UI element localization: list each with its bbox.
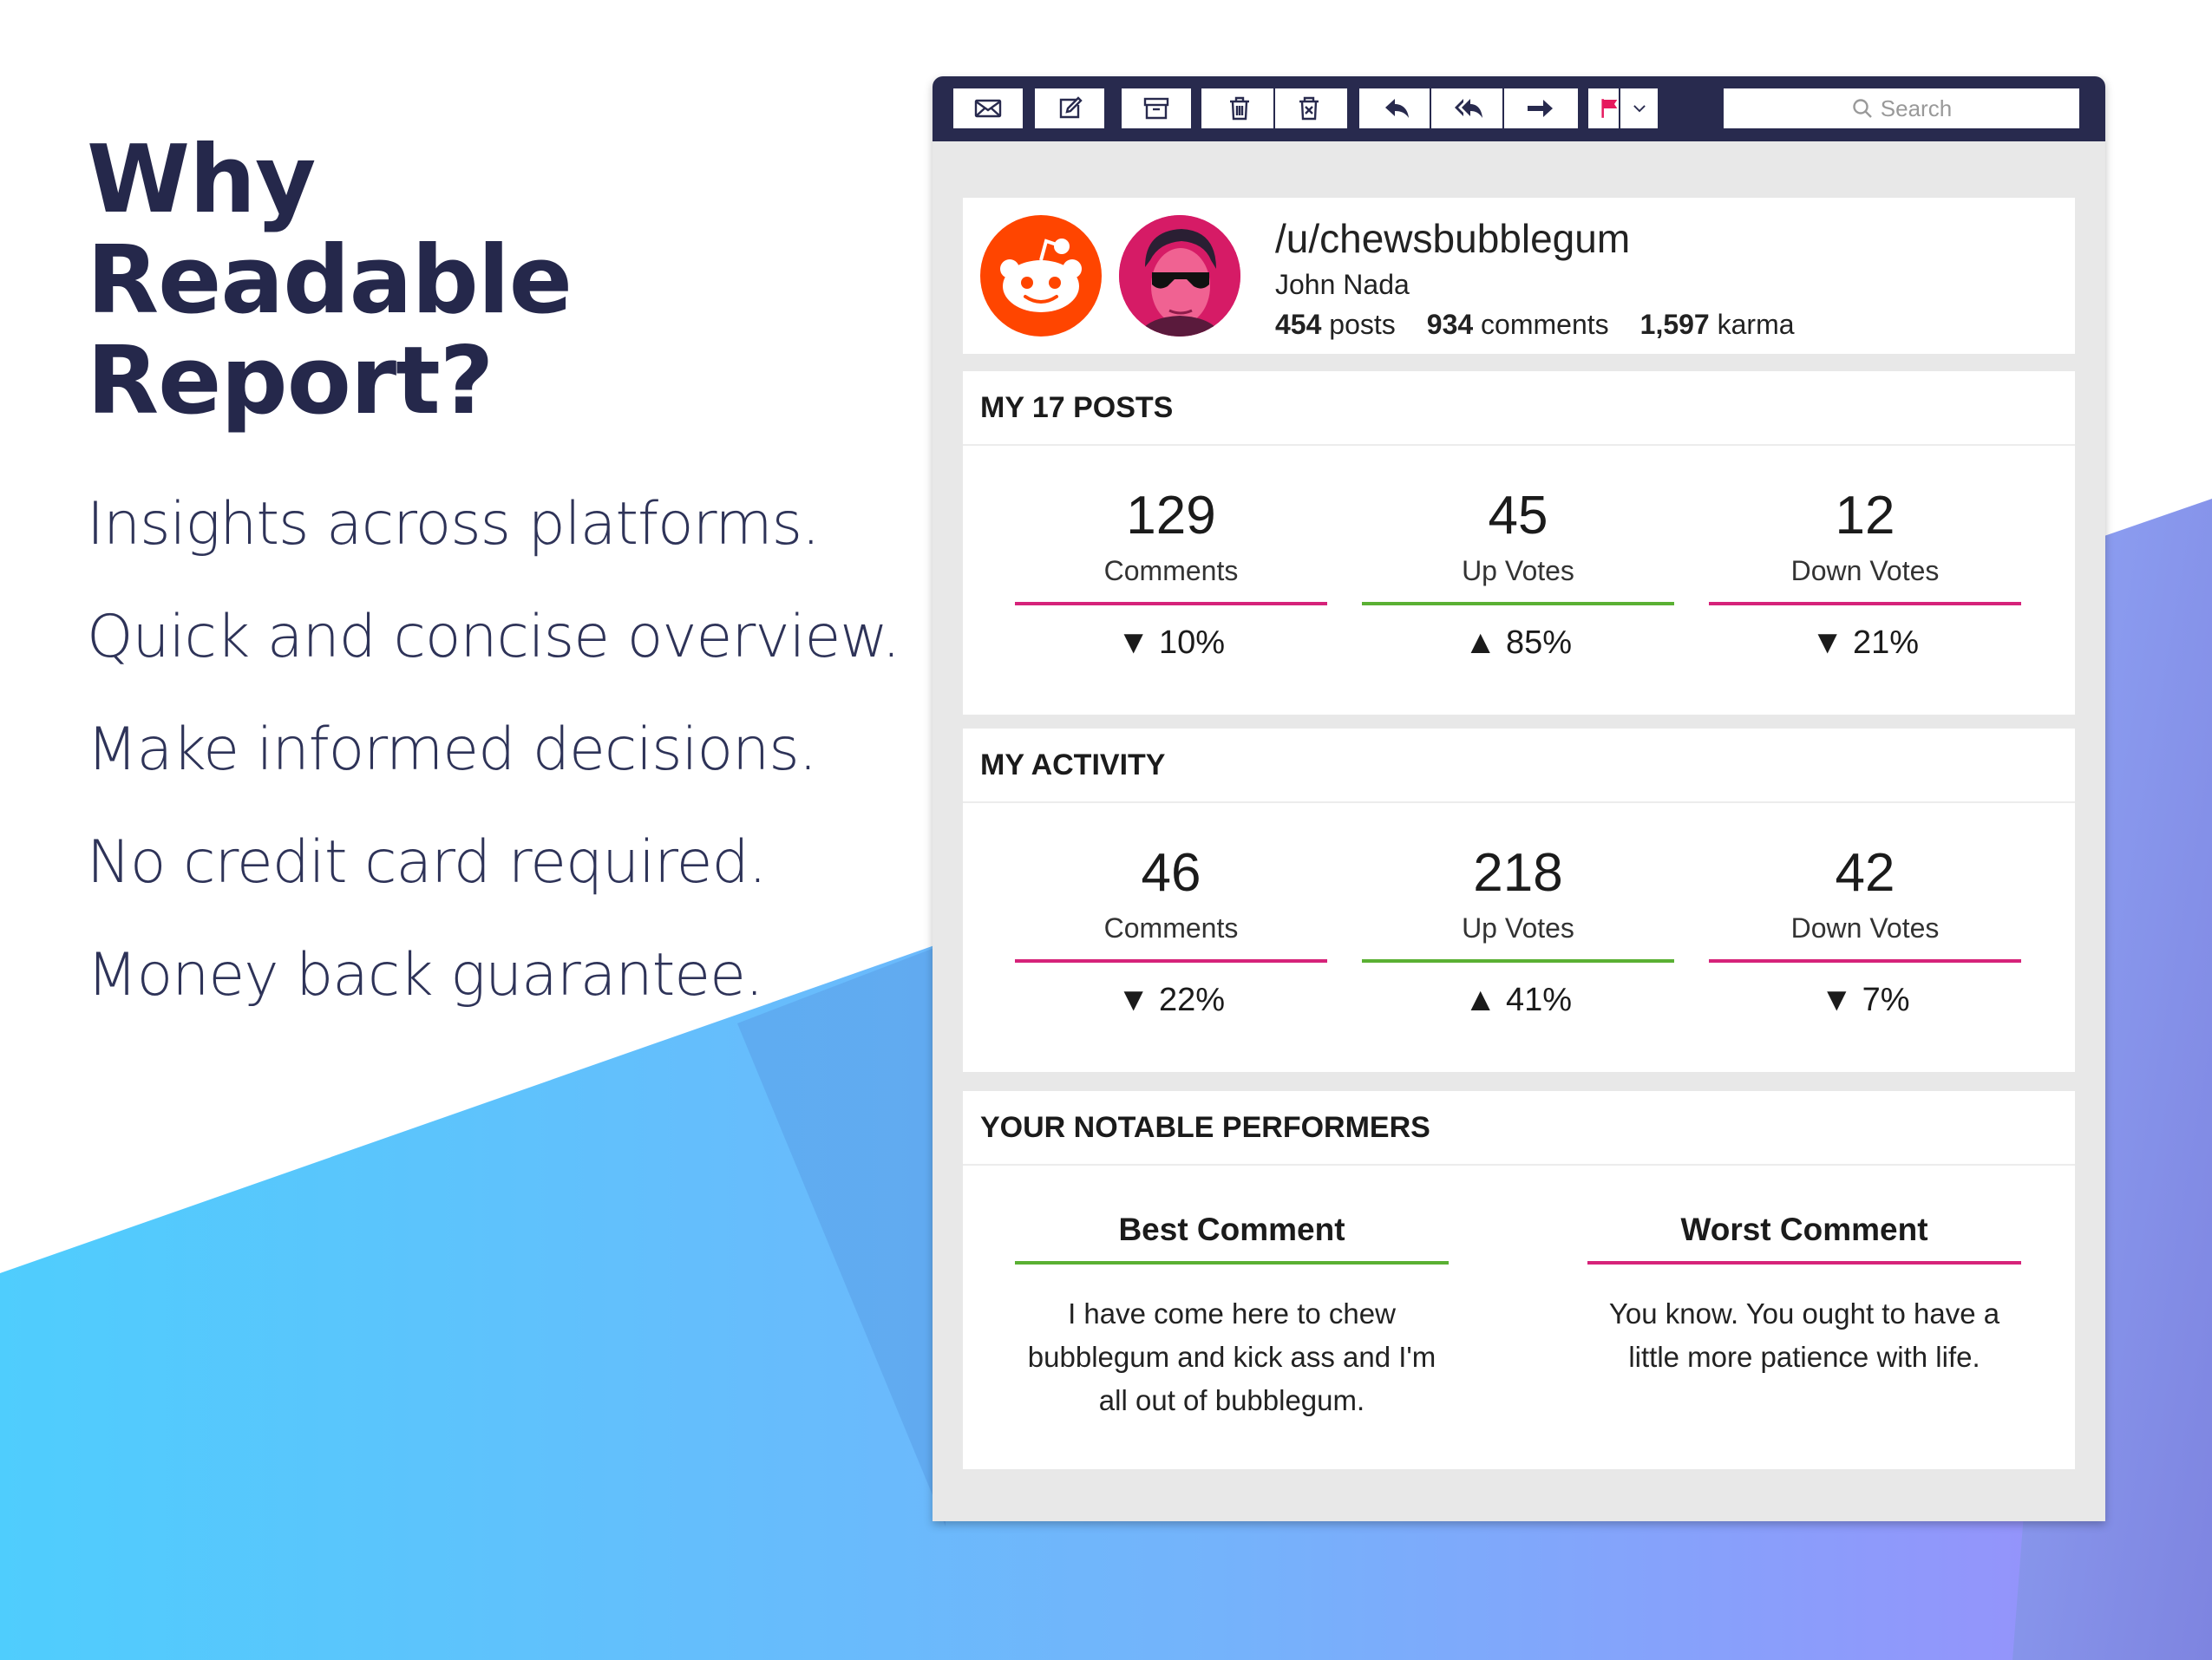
profile-card: /u/chewsbubblegum John Nada 454 posts 93…: [963, 198, 2075, 354]
reply-icon[interactable]: [1382, 93, 1413, 124]
stat-karma: 1,597 karma: [1639, 309, 1795, 340]
metrics-row: 129 Comments ▼ 10% 45 Up Votes ▲ 85% 12 …: [963, 446, 2075, 715]
metric-up-votes: 45 Up Votes ▲ 85%: [1362, 446, 1674, 663]
metric-comments: 129 Comments ▼ 10%: [1015, 446, 1327, 663]
stat-posts: 454 posts: [1275, 309, 1396, 340]
hero-title-line: Why: [87, 126, 316, 234]
toolbar-separator: [1619, 88, 1620, 128]
metrics-row: 46 Comments ▼ 22% 218 Up Votes ▲ 41% 42 …: [963, 803, 2075, 1072]
hero-title: Why Readable Report?: [87, 126, 573, 435]
trash-icon[interactable]: [1224, 93, 1255, 124]
feature-item: Money back guarantee.: [87, 941, 764, 1010]
compose-button[interactable]: [1035, 88, 1104, 128]
search-icon: [1853, 99, 1872, 118]
hero: Why Readable Report?: [87, 126, 573, 435]
archive-button[interactable]: [1122, 88, 1191, 128]
chevron-down-icon[interactable]: [1630, 99, 1649, 118]
flag-button[interactable]: [1588, 88, 1658, 128]
feature-item: Insights across platforms.: [87, 490, 821, 559]
search-placeholder: Search: [1880, 95, 1953, 121]
stat-comments: 934 comments: [1426, 309, 1609, 340]
mail-icon: [974, 99, 1002, 118]
archive-icon: [1143, 97, 1169, 120]
section-title: MY 17 POSTS: [963, 371, 2075, 446]
reddit-alien-icon: [1000, 239, 1082, 312]
username: /u/chewsbubblegum: [1275, 216, 1631, 261]
profile-stats: 454 posts 934 comments 1,597 karma: [1275, 309, 1795, 341]
reddit-logo: [980, 215, 1102, 337]
metric-down-votes: 42 Down Votes ▼ 7%: [1709, 803, 2021, 1020]
forward-icon[interactable]: [1524, 93, 1555, 124]
flag-icon: [1601, 99, 1618, 118]
user-avatar: [1119, 215, 1240, 337]
section-title: YOUR NOTABLE PERFORMERS: [963, 1091, 2075, 1166]
metric-up-votes: 218 Up Votes ▲ 41%: [1362, 803, 1674, 1020]
reply-all-icon[interactable]: [1453, 93, 1484, 124]
metric-comments: 46 Comments ▼ 22%: [1015, 803, 1327, 1020]
activity-panel: MY ACTIVITY 46 Comments ▼ 22% 218 Up Vot…: [963, 729, 2075, 1072]
best-comment: Best Comment I have come here to chew bu…: [1015, 1166, 1449, 1422]
feature-item: Quick and concise overview.: [87, 603, 900, 671]
toolbar: Search: [933, 76, 2105, 141]
performers-row: Best Comment I have come here to chew bu…: [963, 1166, 2075, 1469]
reply-group: [1359, 88, 1578, 128]
user-photo: [1119, 215, 1240, 337]
search-input[interactable]: Search: [1724, 88, 2079, 128]
compose-icon: [1059, 96, 1083, 119]
toolbar-separator: [1430, 88, 1431, 128]
real-name: John Nada: [1275, 269, 1410, 300]
feature-list: Insights across platforms. Quick and con…: [87, 481, 900, 1045]
mail-button[interactable]: [953, 88, 1023, 128]
posts-panel: MY 17 POSTS 129 Comments ▼ 10% 45 Up Vot…: [963, 371, 2075, 715]
metric-down-votes: 12 Down Votes ▼ 21%: [1709, 446, 2021, 663]
performers-panel: YOUR NOTABLE PERFORMERS Best Comment I h…: [963, 1091, 2075, 1469]
section-title: MY ACTIVITY: [963, 729, 2075, 803]
toolbar-separator: [1502, 88, 1504, 128]
toolbar-separator: [1273, 88, 1275, 128]
junk-icon[interactable]: [1293, 93, 1325, 124]
worst-comment: Worst Comment You know. You ought to hav…: [1587, 1166, 2021, 1379]
mail-window: Search: [933, 76, 2105, 1521]
feature-item: No credit card required.: [87, 828, 767, 897]
hero-title-line: Report?: [87, 327, 494, 435]
hero-title-line: Readable: [87, 226, 573, 335]
feature-item: Make informed decisions.: [87, 716, 817, 784]
